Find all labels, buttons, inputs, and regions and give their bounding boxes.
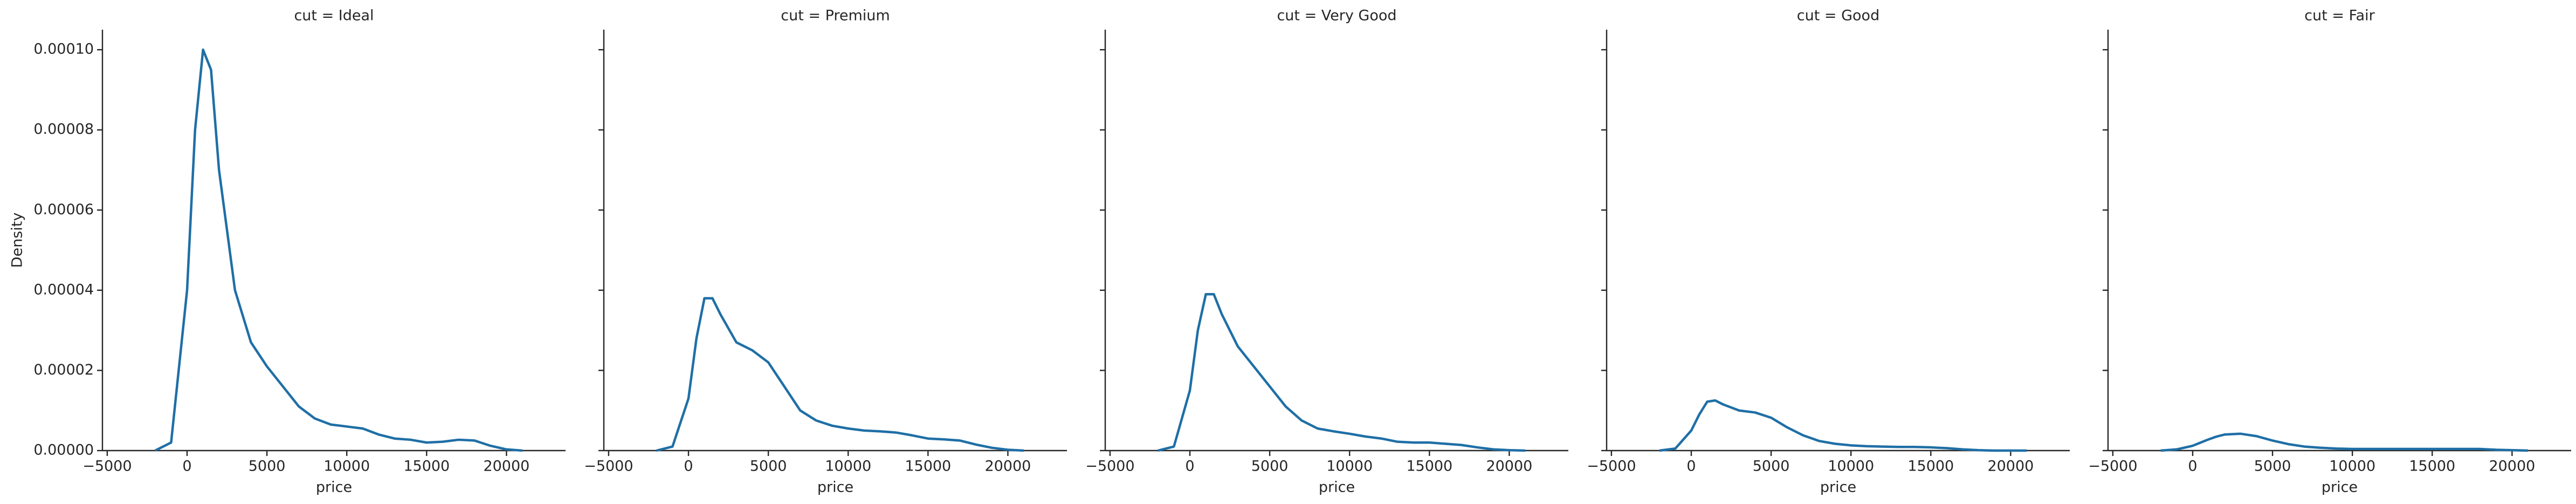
x-tick-label: 10000 [323,458,370,475]
x-tick-label: 15000 [403,458,450,475]
x-tick-label: 15000 [2409,458,2455,475]
density-line [1158,293,1526,452]
density-line [656,297,1024,452]
x-tick-label: 20000 [1987,458,2034,475]
x-tick-label: 0 [1686,458,1696,475]
x-tick-label: 10000 [1828,458,1874,475]
x-tick-label: 20000 [984,458,1031,475]
y-axis-label: Density [9,213,26,268]
x-axis-label: price [2322,479,2358,496]
density-line [2160,432,2529,452]
x-tick-label: 0 [684,458,693,475]
x-axis-label: price [316,479,352,496]
panel-title: cut = Premium [781,8,890,24]
panel-title: cut = Very Good [1277,8,1396,24]
y-tick-label: 0.00010 [33,41,94,58]
x-tick-label: −5000 [584,458,633,475]
x-tick-label: 15000 [1406,458,1452,475]
y-tick-label: 0.00004 [33,281,94,298]
x-tick-label: 5000 [1251,458,1289,475]
x-axis-label: price [817,479,853,496]
x-tick-label: 0 [182,458,191,475]
panel-title: cut = Fair [2304,8,2375,24]
x-tick-label: −5000 [1085,458,1134,475]
x-tick-label: 5000 [2254,458,2291,475]
x-tick-label: −5000 [1587,458,1636,475]
x-tick-label: 10000 [825,458,871,475]
density-line [154,48,523,452]
x-tick-label: 0 [2188,458,2197,475]
y-tick-label: 0.00006 [33,201,94,218]
x-axis-label: price [1820,479,1856,496]
x-tick-label: 0 [1185,458,1194,475]
x-tick-label: −5000 [2088,458,2137,475]
x-tick-label: 5000 [1753,458,1790,475]
x-tick-label: 15000 [1907,458,1954,475]
y-tick-label: 0.00000 [33,442,94,459]
x-tick-label: 10000 [2329,458,2375,475]
x-tick-label: 15000 [905,458,951,475]
x-tick-label: 20000 [2489,458,2535,475]
y-tick-label: 0.00008 [33,121,94,138]
x-tick-label: 20000 [483,458,529,475]
x-tick-label: 5000 [249,458,286,475]
x-axis-label: price [1319,479,1355,496]
x-tick-label: 20000 [1486,458,1532,475]
y-tick-label: 0.00002 [33,362,94,378]
x-tick-label: 5000 [750,458,787,475]
density-line [1659,399,2027,452]
panel-title: cut = Good [1797,8,1879,24]
x-tick-label: 10000 [1326,458,1373,475]
x-tick-label: −5000 [82,458,132,475]
panel-title: cut = Ideal [294,8,374,24]
